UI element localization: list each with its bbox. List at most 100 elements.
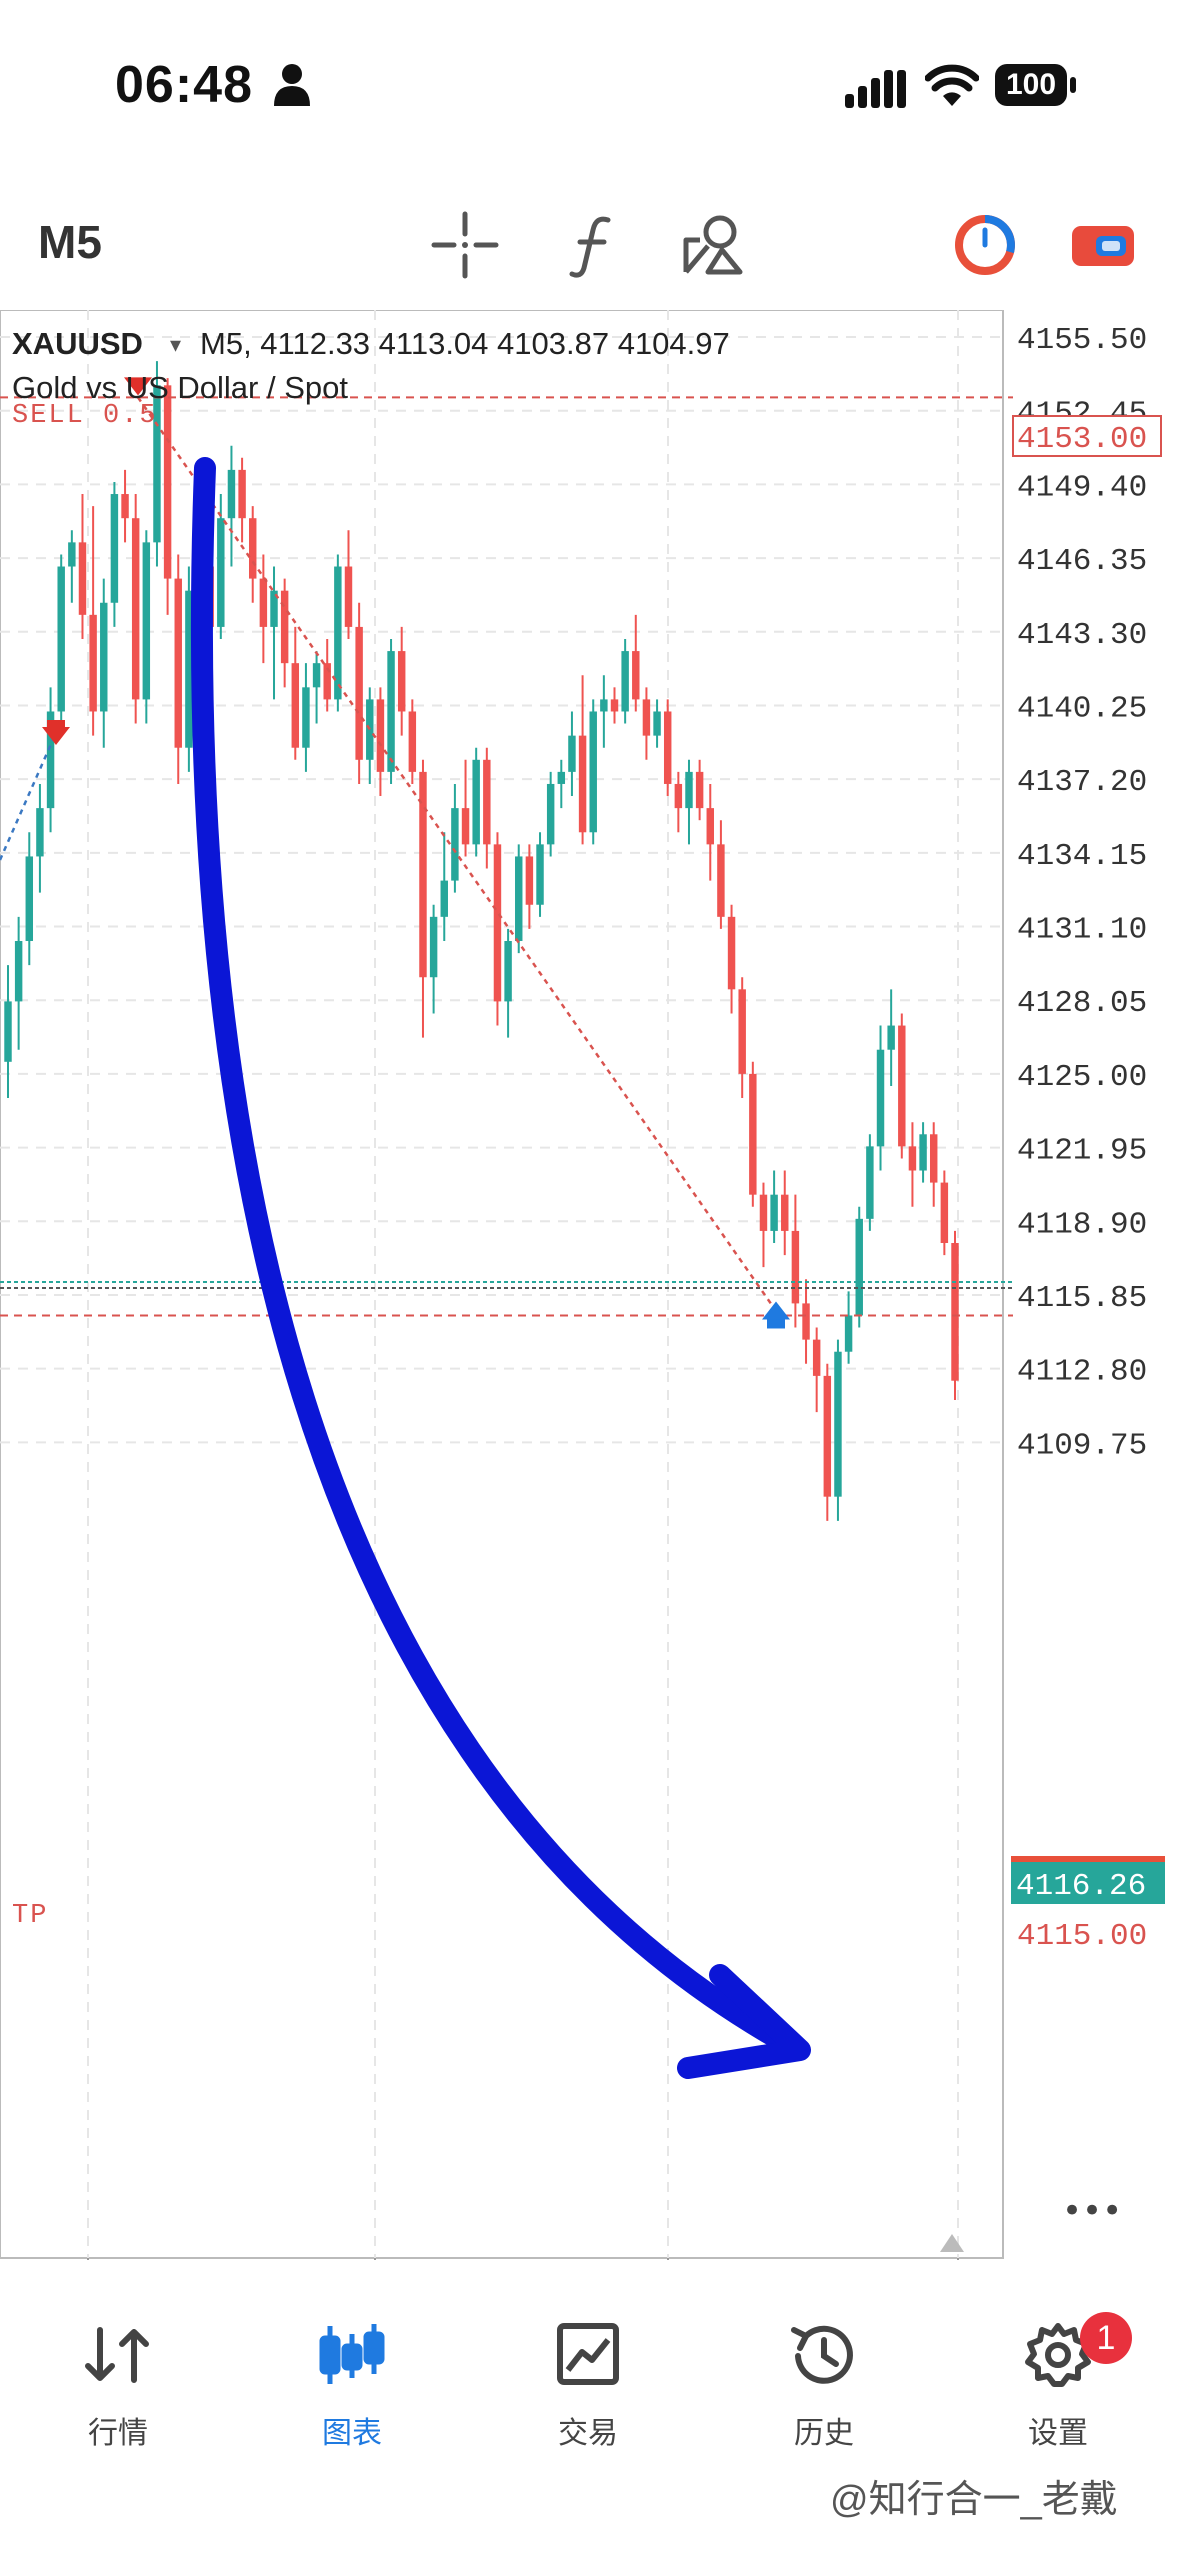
candle-body bbox=[110, 494, 119, 603]
sell-price-tag-bg bbox=[1012, 415, 1162, 457]
timeframe-button[interactable]: M5 bbox=[38, 216, 102, 268]
candle-body bbox=[100, 602, 108, 712]
price-axis: 4155.504152.454149.404146.354143.304140.… bbox=[1017, 323, 1147, 1463]
bottom-navigation: 行情 图表 交易 历史 bbox=[0, 2280, 1179, 2480]
candle-body bbox=[4, 1001, 12, 1062]
candle-body bbox=[174, 578, 182, 748]
candle bbox=[844, 1291, 853, 1364]
candle-body bbox=[249, 518, 257, 579]
candle-body bbox=[929, 1134, 938, 1183]
nav-trade[interactable]: 交易 bbox=[488, 2280, 688, 2480]
price-tick-label: 4128.05 bbox=[1017, 986, 1147, 1021]
current-price-tag-cap bbox=[1011, 1856, 1165, 1862]
plot-frame bbox=[0, 310, 1004, 2259]
candle bbox=[4, 965, 12, 1099]
candle bbox=[663, 699, 672, 797]
candle-body bbox=[451, 808, 459, 881]
candle bbox=[131, 494, 140, 724]
candle-body bbox=[621, 651, 629, 712]
candle bbox=[887, 989, 895, 1086]
timer-icon[interactable] bbox=[950, 210, 1020, 280]
candle bbox=[706, 783, 714, 881]
candle bbox=[919, 1122, 927, 1183]
sell-order-label[interactable]: SELL 0.5 bbox=[12, 401, 158, 431]
candle-body bbox=[302, 687, 310, 748]
symbol-label[interactable]: XAUUSD bbox=[12, 326, 143, 361]
nav-history-label: 历史 bbox=[794, 2417, 854, 2450]
candle-body bbox=[759, 1194, 768, 1231]
candle bbox=[770, 1170, 778, 1243]
annotation-arrow bbox=[190, 457, 806, 2059]
candle bbox=[25, 832, 34, 966]
current-price-tag: 4116.26 bbox=[1016, 1869, 1146, 1904]
candle-body bbox=[323, 663, 331, 700]
battery-nub bbox=[1070, 77, 1076, 93]
price-chart[interactable]: XAUUSD ▾ M5, 4112.33 4113.04 4103.87 410… bbox=[0, 310, 1179, 2260]
candle bbox=[217, 494, 225, 639]
candle bbox=[291, 626, 300, 760]
candle bbox=[504, 928, 512, 1038]
account-icon[interactable] bbox=[1068, 210, 1138, 280]
chart-overlays bbox=[0, 377, 1013, 1329]
candle bbox=[387, 639, 395, 784]
candle bbox=[621, 639, 629, 724]
candle-body bbox=[866, 1146, 874, 1219]
nav-chart[interactable]: 图表 bbox=[252, 2280, 452, 2480]
candle bbox=[632, 614, 640, 712]
candle bbox=[312, 651, 321, 724]
prior-sell-marker bbox=[42, 727, 70, 745]
candle-body bbox=[717, 844, 725, 917]
candle-body bbox=[185, 590, 193, 748]
status-time: 06:48 bbox=[115, 56, 253, 114]
candle bbox=[110, 481, 119, 627]
candle-body bbox=[908, 1146, 917, 1171]
symbol-description: Gold vs US Dollar / Spot bbox=[12, 370, 348, 405]
current-price-tag-bg bbox=[1011, 1860, 1165, 1904]
candle bbox=[929, 1122, 938, 1207]
candle bbox=[36, 783, 44, 893]
symbol-dropdown-icon[interactable]: ▾ bbox=[170, 333, 181, 358]
crosshair-icon[interactable] bbox=[430, 210, 500, 280]
person-icon bbox=[274, 64, 310, 106]
candle bbox=[908, 1122, 917, 1207]
candle bbox=[78, 494, 87, 639]
candle bbox=[397, 626, 406, 736]
candle-body bbox=[46, 711, 55, 809]
candle-body bbox=[919, 1134, 927, 1171]
candle-body bbox=[397, 651, 406, 712]
candle bbox=[610, 687, 619, 724]
candle-body bbox=[578, 735, 587, 833]
watermark-text: @知行合一_老戴 bbox=[830, 2479, 1118, 2521]
candle-body bbox=[770, 1194, 778, 1231]
candle-body bbox=[78, 542, 87, 615]
price-tick-label: 4149.40 bbox=[1017, 470, 1147, 505]
candle bbox=[280, 578, 289, 688]
price-tick-label: 4140.25 bbox=[1017, 691, 1147, 726]
chart-more-button[interactable]: ••• bbox=[1062, 2191, 1122, 2231]
candle bbox=[749, 1061, 757, 1207]
candle bbox=[781, 1170, 789, 1256]
candle-body bbox=[685, 771, 693, 809]
function-icon[interactable] bbox=[560, 210, 630, 280]
candle bbox=[866, 1134, 874, 1231]
candle-body bbox=[57, 566, 65, 712]
candle-body bbox=[802, 1303, 810, 1340]
battery-level: 100 bbox=[995, 64, 1067, 106]
candle bbox=[589, 699, 597, 845]
nav-history[interactable]: 历史 bbox=[724, 2280, 924, 2480]
nav-settings[interactable]: 设置 bbox=[958, 2280, 1158, 2480]
sell-entry-marker bbox=[124, 377, 152, 396]
price-tick-label: 4146.35 bbox=[1017, 544, 1147, 579]
candle-body bbox=[738, 989, 746, 1074]
tp-label[interactable]: TP bbox=[12, 1901, 48, 1931]
objects-icon[interactable] bbox=[678, 210, 748, 280]
candle-body bbox=[791, 1230, 800, 1304]
candle-body bbox=[727, 916, 736, 990]
candle-body bbox=[546, 783, 555, 845]
nav-quotes[interactable]: 行情 bbox=[18, 2280, 218, 2480]
scroll-end-icon[interactable] bbox=[940, 2234, 964, 2252]
chart-icon bbox=[319, 2324, 385, 2384]
candle bbox=[57, 554, 65, 724]
candle-body bbox=[227, 469, 236, 519]
candle-body bbox=[163, 385, 172, 579]
